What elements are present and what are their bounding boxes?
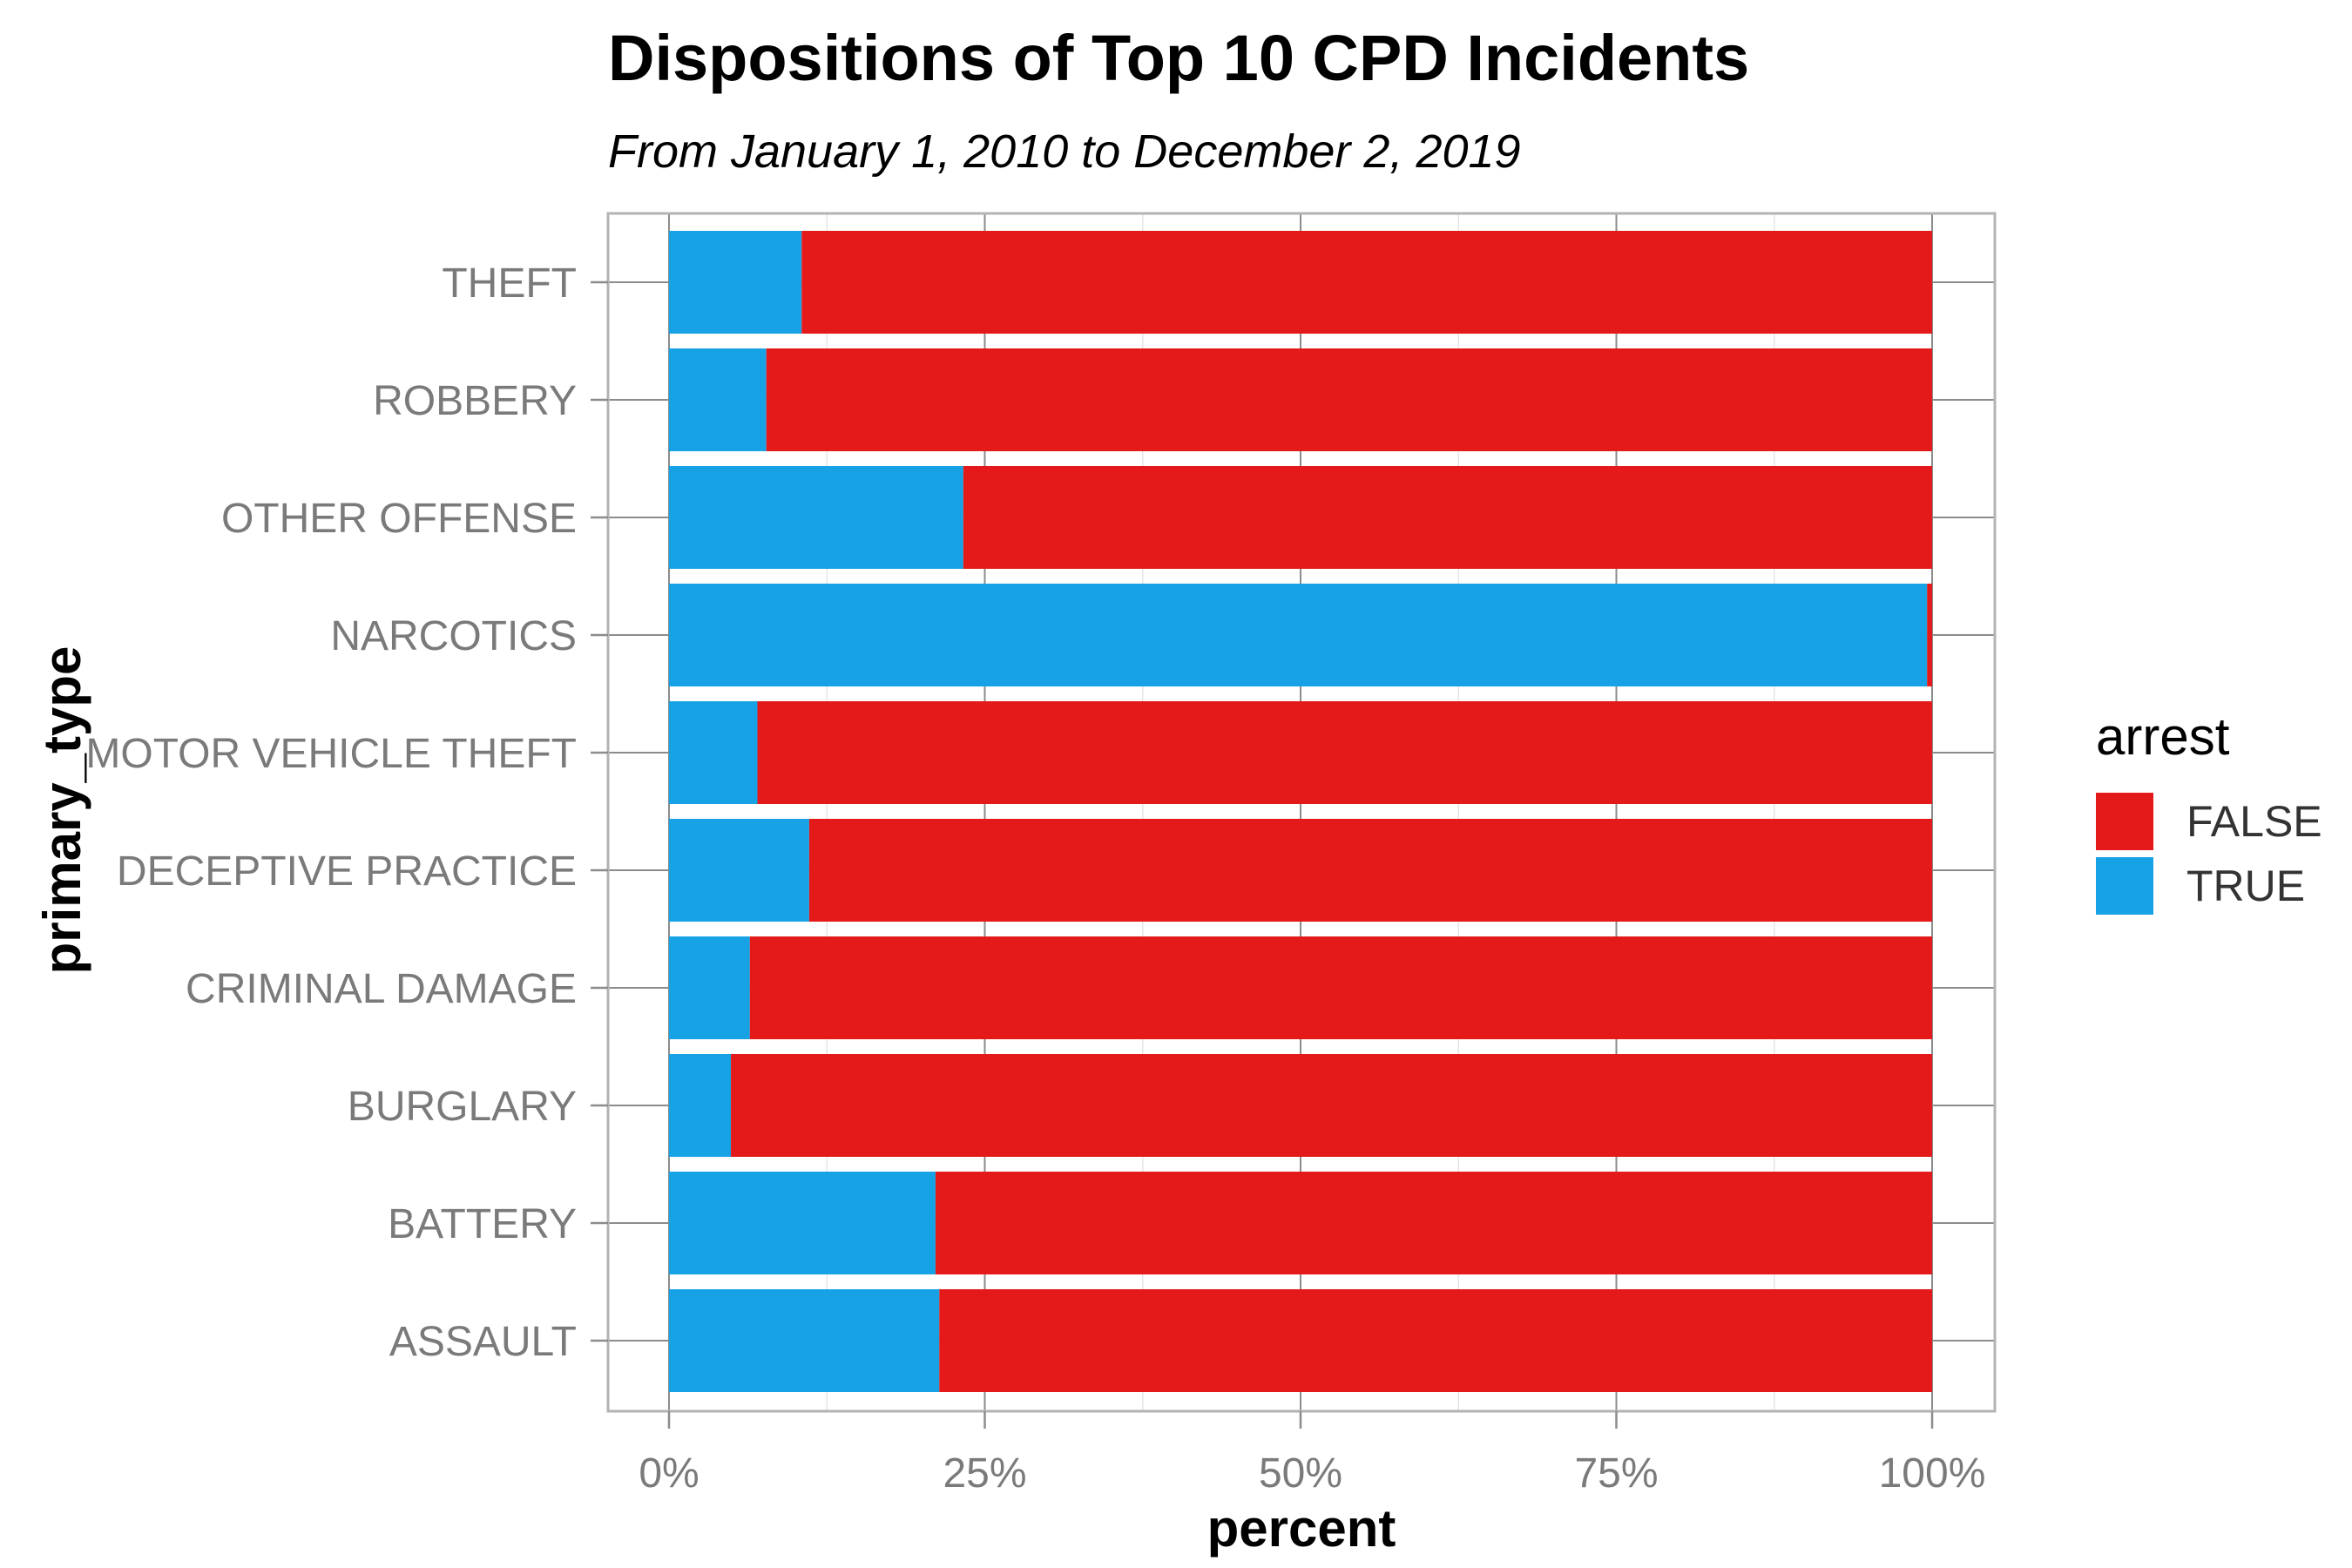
- x-tick-label: 50%: [1259, 1450, 1342, 1497]
- legend-title: arrest: [2096, 707, 2230, 766]
- y-tick-label: OTHER OFFENSE: [221, 496, 577, 542]
- x-tick-label: 100%: [1879, 1450, 1986, 1497]
- chart-subtitle: From January 1, 2010 to December 2, 2019: [608, 125, 1521, 178]
- x-tick-label: 25%: [943, 1450, 1026, 1497]
- bar-false: [749, 936, 1932, 1039]
- y-tick-label: DECEPTIVE PRACTICE: [117, 848, 577, 895]
- y-tick-label: NARCOTICS: [330, 613, 577, 659]
- x-tick-label: 0%: [639, 1450, 699, 1497]
- legend-label-false: FALSE: [2186, 797, 2322, 846]
- bar-false: [766, 348, 1932, 451]
- bar-false: [963, 466, 1932, 569]
- legend: arrest FALSE TRUE: [2096, 707, 2322, 915]
- bar-true: [669, 1172, 936, 1274]
- bar-false: [939, 1289, 1932, 1392]
- x-tick-label: 75%: [1574, 1450, 1658, 1497]
- y-tick-label: BURGLARY: [348, 1084, 577, 1130]
- bar-false: [935, 1172, 1932, 1274]
- y-tick-label: MOTOR VEHICLE THEFT: [85, 731, 577, 777]
- bar-true: [669, 701, 758, 804]
- bar-false: [808, 819, 1933, 922]
- bar-true: [669, 819, 809, 922]
- y-tick-label: BATTERY: [388, 1201, 577, 1247]
- bar-true: [669, 936, 750, 1039]
- x-axis-title: percent: [1207, 1499, 1396, 1558]
- x-axis-tick-labels: 0% 25% 50% 75% 100%: [639, 1411, 1985, 1497]
- legend-key-false: [2096, 793, 2153, 850]
- y-axis-title: primary_type: [33, 646, 91, 975]
- y-axis-tick-labels: THEFT ROBBERY OTHER OFFENSE NARCOTICS MOTOR …: [85, 260, 608, 1365]
- bar-false: [801, 231, 1932, 334]
- bar-true: [669, 1054, 732, 1157]
- bar-false: [1927, 584, 1932, 686]
- y-tick-label: CRIMINAL DAMAGE: [186, 966, 577, 1012]
- bar-true: [669, 584, 1928, 686]
- y-tick-label: THEFT: [442, 260, 577, 307]
- chart-title: Dispositions of Top 10 CPD Incidents: [608, 22, 1749, 94]
- bars: [669, 231, 1933, 1392]
- y-tick-label: ASSAULT: [389, 1319, 577, 1365]
- legend-label-true: TRUE: [2186, 862, 2305, 910]
- legend-key-true: [2096, 857, 2153, 915]
- bar-false: [731, 1054, 1932, 1157]
- bar-true: [669, 348, 767, 451]
- bar-false: [757, 701, 1932, 804]
- y-tick-label: ROBBERY: [373, 378, 577, 424]
- bar-true: [669, 466, 963, 569]
- bar-true: [669, 1289, 940, 1392]
- bar-true: [669, 231, 802, 334]
